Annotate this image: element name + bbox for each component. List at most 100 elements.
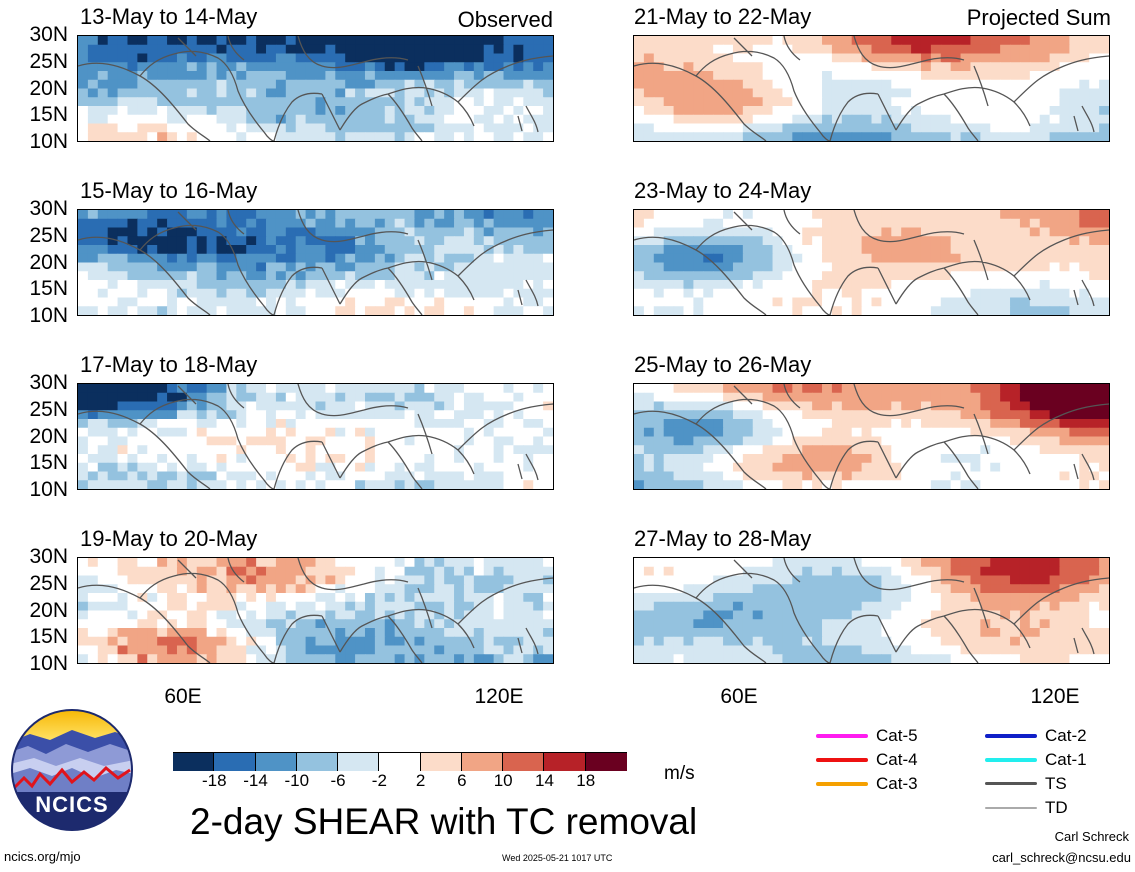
shear-cell — [871, 123, 882, 133]
shear-cell — [782, 401, 793, 411]
lat-label: 15N — [29, 625, 68, 649]
shear-cell — [930, 218, 942, 229]
shear-cell — [147, 410, 158, 420]
shear-cell — [970, 401, 981, 411]
shear-cell — [533, 297, 544, 307]
shear-cell — [653, 401, 665, 411]
shear-cell — [226, 271, 237, 281]
shear-cell — [424, 253, 435, 264]
shear-cell — [881, 558, 892, 568]
shear-cell — [87, 645, 99, 655]
shear-cell — [920, 288, 932, 299]
shear-cell — [960, 419, 972, 429]
shear-cell — [990, 123, 1001, 133]
shear-cell — [424, 288, 435, 299]
shear-cell — [643, 575, 655, 585]
shear-cell — [970, 392, 981, 403]
shear-cell — [901, 114, 912, 125]
shear-cell — [117, 280, 129, 290]
shear-cell — [762, 297, 774, 307]
shear-cell — [503, 401, 515, 411]
shear-cell — [1059, 271, 1071, 281]
shear-cell — [216, 297, 228, 307]
lat-label: 20N — [29, 424, 68, 448]
shear-cell — [315, 36, 326, 46]
shear-cell — [513, 123, 524, 133]
shear-cell — [891, 593, 902, 603]
shear-cell — [772, 392, 784, 403]
shear-cell — [1079, 427, 1090, 438]
shear-cell — [424, 593, 435, 603]
shear-cell — [1069, 218, 1080, 229]
shear-cell — [167, 132, 178, 141]
shear-cell — [950, 636, 962, 647]
shear-cell — [713, 114, 724, 125]
shear-cell — [434, 401, 445, 411]
shear-cell — [473, 575, 485, 585]
shear-cell — [186, 88, 198, 98]
shear-cell — [634, 210, 645, 220]
shear-cell — [78, 271, 89, 281]
shear-cell — [772, 306, 784, 315]
shear-cell — [772, 218, 784, 229]
shear-cell — [683, 88, 694, 98]
shear-cell — [384, 471, 396, 481]
shear-cell — [285, 123, 297, 133]
shear-cell — [513, 245, 524, 255]
shear-cell — [762, 123, 774, 133]
shear-cell — [434, 245, 445, 255]
shear-cell — [523, 410, 534, 420]
shear-cell — [1029, 628, 1041, 638]
shear-cell — [1049, 71, 1061, 81]
shear-cell — [752, 384, 764, 394]
shear-cell — [1029, 44, 1041, 55]
shear-cell — [473, 384, 485, 394]
shear-cell — [970, 654, 981, 663]
shear-cell — [841, 471, 853, 481]
shear-cell — [723, 79, 734, 90]
shear-cell — [285, 436, 297, 446]
shear-cell — [970, 88, 981, 98]
shear-cell — [295, 253, 307, 264]
shear-cell — [940, 410, 952, 420]
shear-cell — [792, 132, 803, 141]
shear-cell — [483, 210, 495, 220]
shear-cell — [275, 584, 287, 594]
shear-cell — [315, 566, 326, 577]
shear-cell — [256, 62, 267, 72]
shear-cell — [454, 123, 465, 133]
shear-cell — [483, 36, 495, 46]
shear-cell — [752, 280, 764, 290]
shear-cell — [295, 280, 307, 290]
shear-cell — [137, 218, 148, 229]
shear-cell — [732, 610, 744, 620]
shear-cell — [683, 132, 694, 141]
shear-cell — [295, 79, 307, 90]
shear-cell — [634, 628, 645, 638]
shear-cell — [920, 384, 932, 394]
shear-cell — [424, 262, 435, 272]
shear-cell — [335, 427, 346, 438]
shear-cell — [454, 610, 465, 620]
shear-cell — [643, 106, 655, 116]
shear-cell — [792, 654, 803, 663]
shear-cell — [683, 123, 694, 133]
shear-cell — [911, 88, 922, 98]
shear-cell — [634, 584, 645, 594]
shear-cell — [206, 419, 218, 429]
shear-cell — [246, 88, 257, 98]
shear-cell — [483, 645, 495, 655]
shear-cell — [673, 566, 685, 577]
shear-cell — [454, 210, 465, 220]
shear-cell — [792, 593, 803, 603]
shear-cell — [960, 445, 972, 455]
shear-cell — [861, 619, 873, 629]
shear-cell — [871, 575, 882, 585]
shear-cell — [414, 288, 425, 299]
shear-cell — [831, 654, 843, 663]
shear-cell — [404, 36, 416, 46]
shear-cell — [960, 236, 972, 246]
shear-cell — [1099, 210, 1109, 220]
shear-cell — [1029, 454, 1041, 464]
shear-cell — [325, 132, 336, 141]
